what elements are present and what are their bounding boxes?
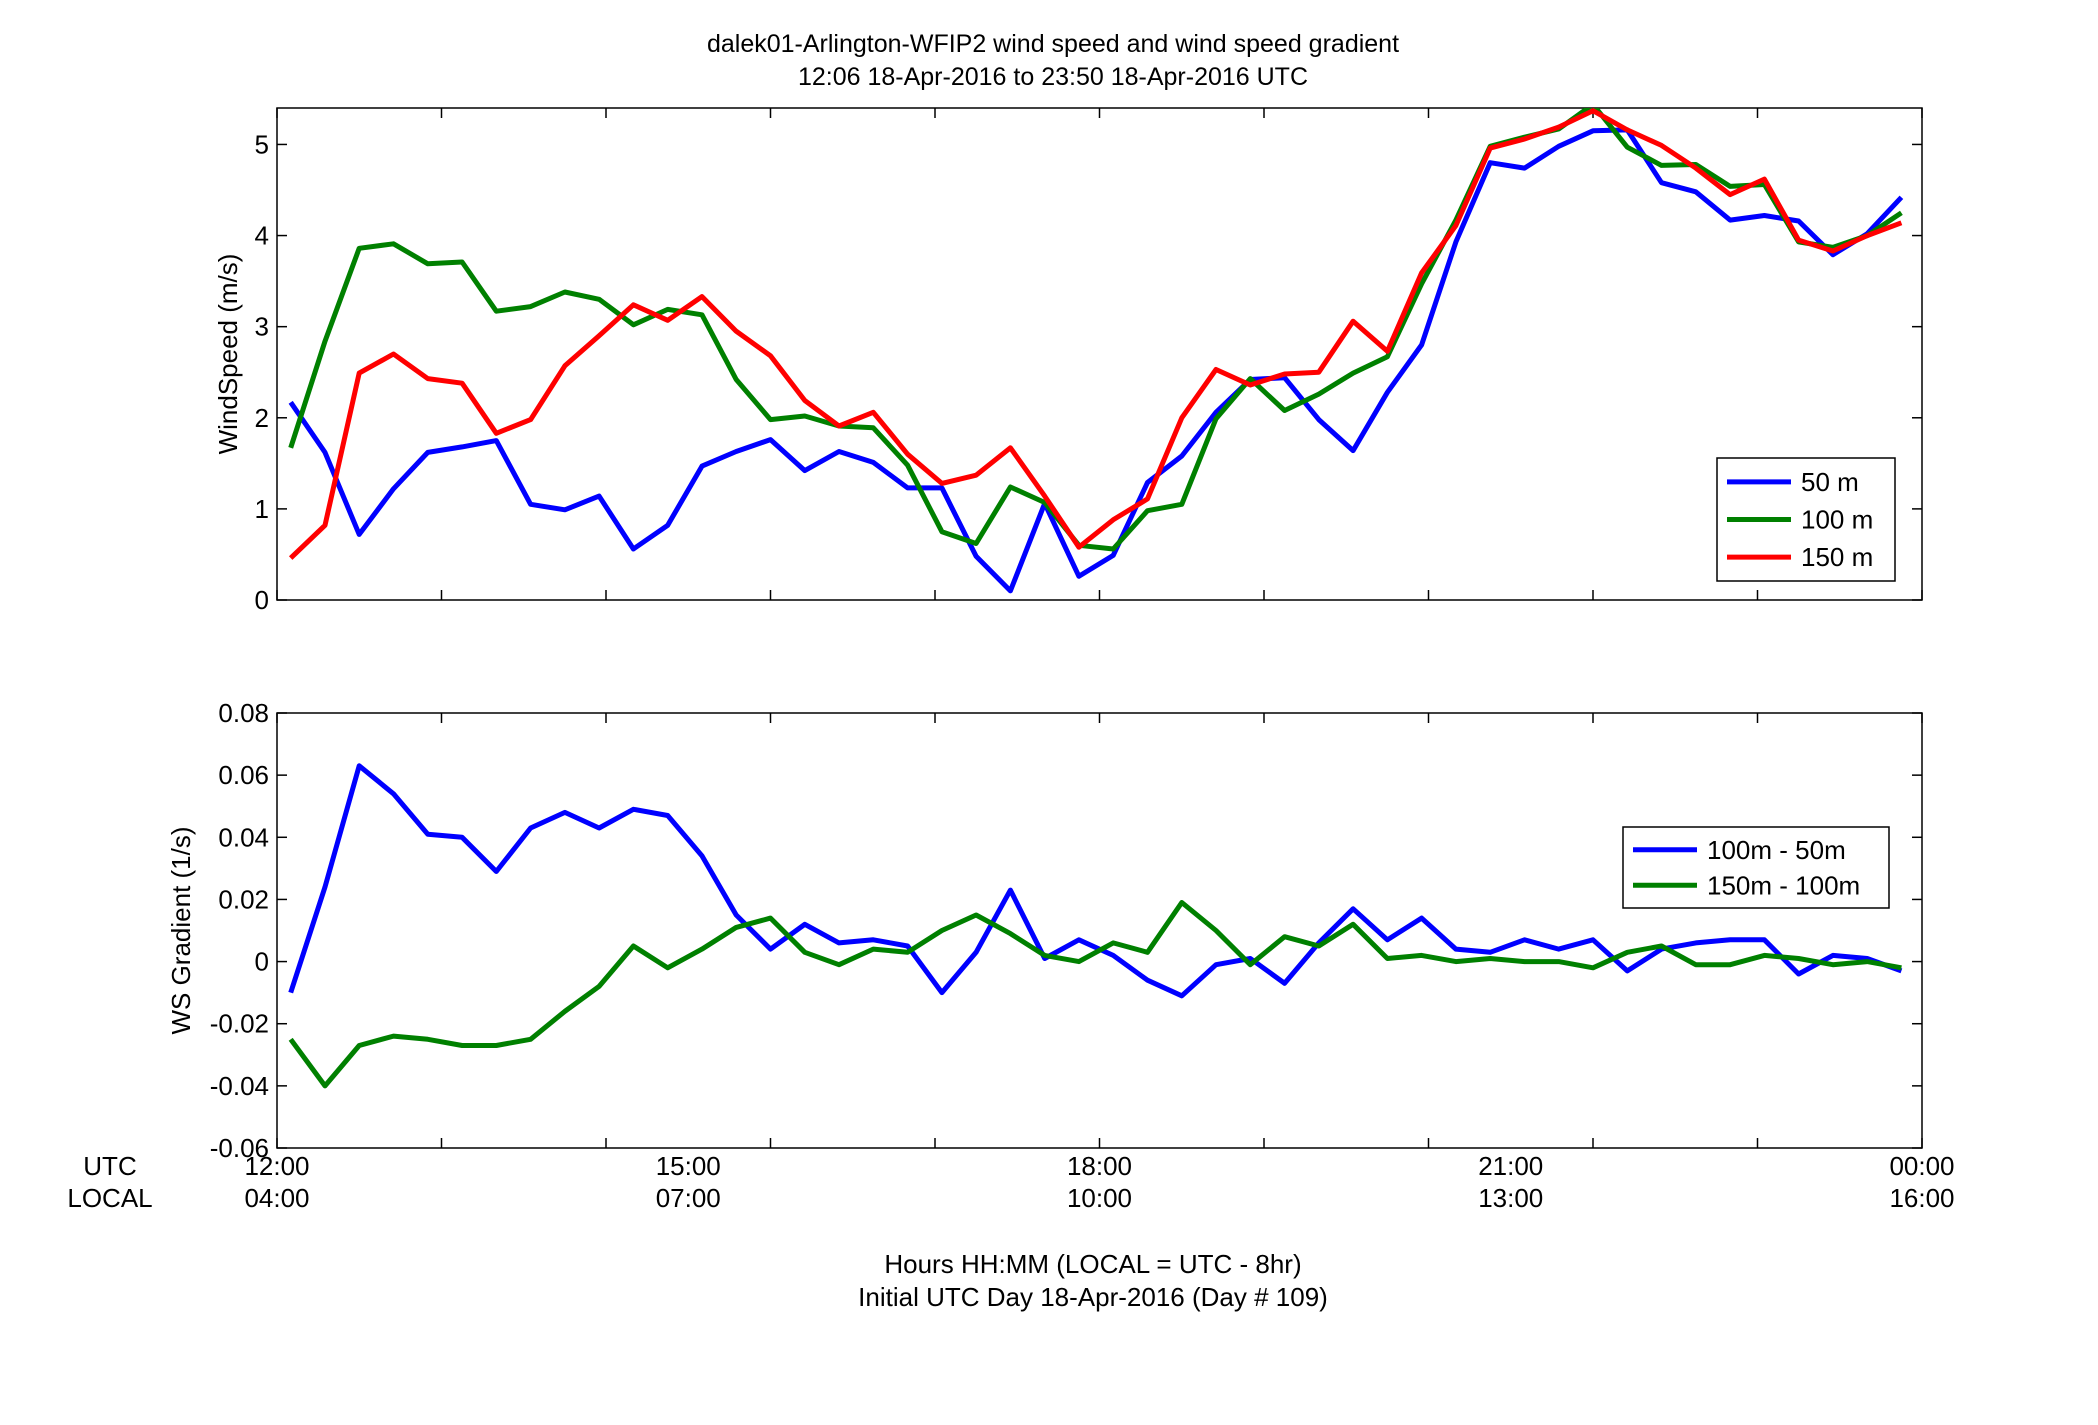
y-axis-label: WindSpeed (m/s)	[213, 254, 243, 455]
legend-label: 100m - 50m	[1707, 835, 1846, 865]
y-tick-label: 0.06	[218, 760, 269, 790]
y-tick-label: -0.04	[210, 1071, 269, 1101]
y-tick-label: -0.06	[210, 1133, 269, 1163]
plot-area	[276, 107, 1923, 601]
local-tick-label: 10:00	[1067, 1183, 1132, 1213]
x-axis-sublabel: Initial UTC Day 18-Apr-2016 (Day # 109)	[858, 1282, 1328, 1312]
legend: 50 m 100 m 150 m	[1716, 457, 1896, 582]
y-tick-label: -0.02	[210, 1009, 269, 1039]
local-tick-label: 13:00	[1478, 1183, 1543, 1213]
time-axis-labels: UTC LOCAL Hours HH:MM (LOCAL = UTC - 8hr…	[67, 1151, 1954, 1312]
y-tick-label: 2	[255, 403, 269, 433]
y-tick-label: 0	[255, 585, 269, 615]
legend: 100m - 50m 150m - 100m	[1622, 826, 1890, 909]
plot-area	[276, 712, 1923, 1149]
legend-label: 150 m	[1801, 542, 1873, 572]
y-tick-label: 3	[255, 312, 269, 342]
legend-box	[1622, 826, 1890, 909]
series-line	[288, 108, 1903, 560]
utc-tick-label: 12:00	[244, 1151, 309, 1181]
chart-subtitle: 12:06 18-Apr-2016 to 23:50 18-Apr-2016 U…	[798, 63, 1308, 91]
y-tick-label: 0.08	[218, 698, 269, 728]
y-tick-label: 5	[255, 129, 269, 159]
legend-label: 150m - 100m	[1707, 870, 1860, 900]
series-line	[288, 763, 1903, 999]
y-tick-label: 1	[255, 494, 269, 524]
utc-tick-label: 21:00	[1478, 1151, 1543, 1181]
chart-title: dalek01-Arlington-WFIP2 wind speed and w…	[707, 30, 1399, 58]
wind-speed-panel: 0 1 2 3 4 5 WindSpeed (m/s) 50 m 100 m 150 m	[213, 107, 1923, 615]
utc-tick-label: 15:00	[656, 1151, 721, 1181]
legend-label: 100 m	[1801, 505, 1873, 535]
local-row-label: LOCAL	[67, 1183, 152, 1213]
series-line	[288, 108, 1903, 552]
local-tick-label: 04:00	[244, 1183, 309, 1213]
utc-row-label: UTC	[83, 1151, 136, 1181]
legend-label: 50 m	[1801, 467, 1859, 497]
series-line	[288, 900, 1902, 1089]
utc-tick-label: 18:00	[1067, 1151, 1132, 1181]
y-tick-label: 4	[255, 221, 269, 251]
utc-tick-label: 00:00	[1889, 1151, 1954, 1181]
y-tick-label: 0.02	[218, 884, 269, 914]
local-tick-label: 07:00	[656, 1183, 721, 1213]
x-axis-label: Hours HH:MM (LOCAL = UTC - 8hr)	[884, 1249, 1301, 1279]
y-tick-label: 0.04	[218, 822, 269, 852]
y-tick-label: 0	[255, 947, 269, 977]
local-tick-label: 16:00	[1889, 1183, 1954, 1213]
gradient-panel: -0.06 -0.04 -0.02 0 0.02 0.04 0.06 0.08 WS Gradi…	[166, 698, 1923, 1163]
y-axis-label: WS Gradient (1/s)	[166, 826, 196, 1034]
series-line	[288, 127, 1904, 594]
